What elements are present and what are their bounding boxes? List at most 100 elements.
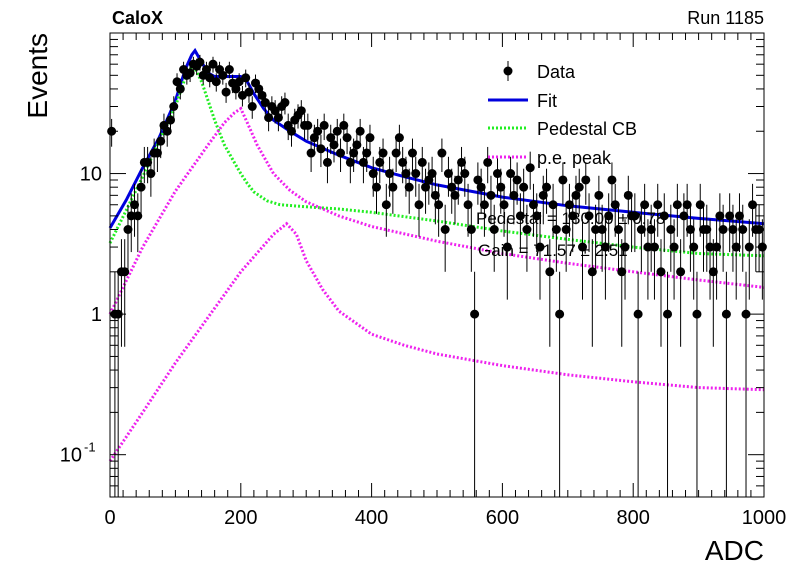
- data-point: [466, 224, 476, 234]
- data-point: [613, 224, 623, 234]
- data-point: [136, 182, 146, 192]
- data-point: [355, 126, 365, 136]
- data-point: [659, 211, 669, 221]
- data-point: [728, 224, 738, 234]
- data-point: [672, 200, 682, 210]
- data-point: [368, 169, 378, 179]
- x-tick-label: 200: [224, 507, 257, 529]
- data-point: [515, 211, 525, 221]
- data-point: [208, 59, 218, 69]
- data-point: [306, 148, 316, 158]
- data-point: [636, 224, 646, 234]
- data-point: [231, 84, 241, 94]
- data-point: [692, 309, 702, 319]
- data-point: [326, 133, 336, 143]
- data-point: [578, 242, 588, 252]
- data-point: [555, 309, 565, 319]
- data-point: [568, 211, 578, 221]
- data-point: [489, 224, 499, 234]
- data-point: [175, 84, 185, 94]
- legend-label-data: Data: [537, 62, 576, 82]
- data-point: [322, 157, 332, 167]
- data-point: [169, 101, 179, 111]
- data-point: [407, 148, 417, 158]
- data-point: [522, 224, 532, 234]
- x-tick-label: 1000: [742, 507, 787, 529]
- data-point: [447, 182, 457, 192]
- data-point: [721, 309, 731, 319]
- data-point: [123, 224, 133, 234]
- x-tick-label: 800: [617, 507, 650, 529]
- data-point: [620, 242, 630, 252]
- data-point: [708, 267, 718, 277]
- data-point: [558, 175, 568, 185]
- data-point: [201, 64, 211, 74]
- data-point: [656, 267, 666, 277]
- data-point: [450, 190, 460, 200]
- data-point: [486, 190, 496, 200]
- data-point: [623, 190, 633, 200]
- data-point: [336, 148, 346, 158]
- data-point: [286, 126, 296, 136]
- data-point: [303, 120, 313, 130]
- data-point: [126, 211, 136, 221]
- data-point: [643, 242, 653, 252]
- data-point: [499, 200, 509, 210]
- data-point: [535, 242, 545, 252]
- data-point: [221, 87, 231, 97]
- data-point: [417, 157, 427, 167]
- data-point: [581, 175, 591, 185]
- data-point: [470, 309, 480, 319]
- data-point: [211, 77, 221, 87]
- data-point: [649, 242, 659, 252]
- data-point: [296, 106, 306, 116]
- pedestal-cb-curve: [108, 64, 765, 258]
- data-point: [532, 211, 542, 221]
- data-point: [358, 157, 368, 167]
- data-point: [509, 190, 519, 200]
- data-point: [443, 169, 453, 179]
- data-point: [264, 113, 274, 123]
- data-point: [411, 169, 421, 179]
- data-point: [205, 73, 215, 83]
- data-point: [617, 267, 627, 277]
- data-point: [460, 169, 470, 179]
- legend-label-fit: Fit: [537, 91, 557, 111]
- data-point: [385, 169, 395, 179]
- data-point: [685, 224, 695, 234]
- y-tick-label: 1: [91, 304, 102, 326]
- data-point: [316, 144, 326, 154]
- experiment-label: CaloX: [112, 8, 163, 28]
- y-tick-label: 10: [80, 164, 102, 186]
- data-point: [483, 157, 493, 167]
- data-point: [362, 148, 372, 158]
- data-point: [463, 200, 473, 210]
- data-point: [391, 148, 401, 158]
- data-point: [506, 169, 516, 179]
- x-tick-label: 400: [355, 507, 388, 529]
- data-point: [528, 200, 538, 210]
- data-point: [372, 182, 382, 192]
- y-tick-label: 10: [60, 445, 82, 467]
- data-point: [744, 242, 754, 252]
- data-point: [414, 200, 424, 210]
- data-point: [260, 98, 270, 108]
- data-point: [440, 224, 450, 234]
- data-point: [519, 182, 529, 192]
- data-point: [748, 200, 758, 210]
- data-point: [584, 211, 594, 221]
- data-point: [270, 106, 280, 116]
- data-point: [545, 267, 555, 277]
- data-point: [342, 133, 352, 143]
- data-point: [502, 242, 512, 252]
- data-point: [741, 309, 751, 319]
- data-point: [398, 157, 408, 167]
- data-point: [712, 242, 722, 252]
- data-point: [587, 267, 597, 277]
- data-point: [152, 148, 162, 158]
- data-point: [218, 70, 228, 80]
- data-point: [600, 242, 610, 252]
- data-point: [653, 200, 663, 210]
